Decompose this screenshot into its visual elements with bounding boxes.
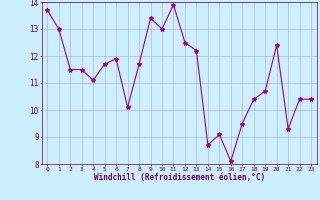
X-axis label: Windchill (Refroidissement éolien,°C): Windchill (Refroidissement éolien,°C) (94, 173, 265, 182)
